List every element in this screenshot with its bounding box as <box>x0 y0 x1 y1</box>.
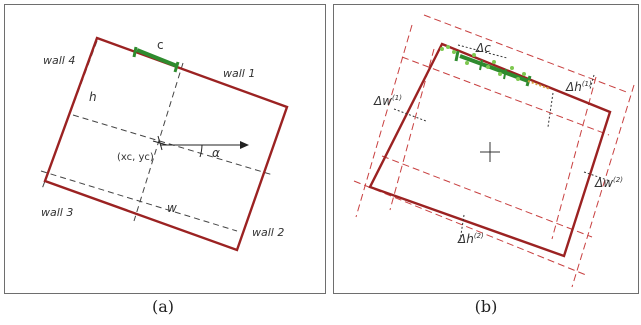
dc-dimension <box>457 44 508 59</box>
wall1-inner-bound <box>401 56 610 136</box>
wall4-outer-bound <box>355 24 413 218</box>
wall-4-label: wall 4 <box>43 54 75 67</box>
dw2-dimension <box>583 171 611 182</box>
delta-w2-label: Δw(2) <box>594 176 623 190</box>
height-label: h <box>89 90 97 104</box>
wall3-outer-bound <box>353 180 587 276</box>
room-model-diagram: c wall 1 wall 2 wall 3 wall 4 h w (xc, y… <box>40 36 289 252</box>
center-label: (xc, yc) <box>117 152 154 163</box>
dw1-dimension <box>393 108 427 122</box>
wall-3-label: wall 3 <box>41 206 73 219</box>
angle-arc <box>199 144 203 158</box>
caption-b: (b) <box>474 297 498 316</box>
delta-w1-label: Δw(1) <box>373 94 402 108</box>
door-segment <box>136 48 178 68</box>
room-walls <box>368 42 612 258</box>
uncertainty-diagram: Δc Δh(1) Δw(1) Δw(2) Δh(2) <box>353 14 635 288</box>
caption-a: (a) <box>151 297 175 316</box>
width-label: w <box>167 201 177 215</box>
dh2-dimension <box>459 214 465 242</box>
offset-wall3-line <box>40 170 238 232</box>
door-length-label: c <box>157 38 164 52</box>
delta-h1-label: Δh(1) <box>565 80 592 94</box>
panel-b-uncertainty: Δc Δh(1) Δw(1) Δw(2) Δh(2) <box>333 4 639 294</box>
door-segment <box>459 54 529 83</box>
wall-2-label: wall 2 <box>252 226 284 239</box>
arrowhead-icon <box>240 141 249 149</box>
room-walls <box>43 36 289 252</box>
panel-a-room-model: c wall 1 wall 2 wall 3 wall 4 h w (xc, y… <box>4 4 326 294</box>
vertical-axis-line <box>133 62 184 222</box>
dh1-dimension <box>547 92 554 128</box>
door-estimate-points <box>440 45 526 81</box>
wall2-inner-bound <box>551 76 597 240</box>
wall3-inner-bound <box>381 155 593 238</box>
delta-c-label: Δc <box>475 41 491 55</box>
angle-label: α <box>212 146 220 160</box>
wall-1-label: wall 1 <box>223 67 255 80</box>
wall2-outer-bound <box>571 84 635 288</box>
delta-h2-label: Δh(2) <box>457 232 484 246</box>
